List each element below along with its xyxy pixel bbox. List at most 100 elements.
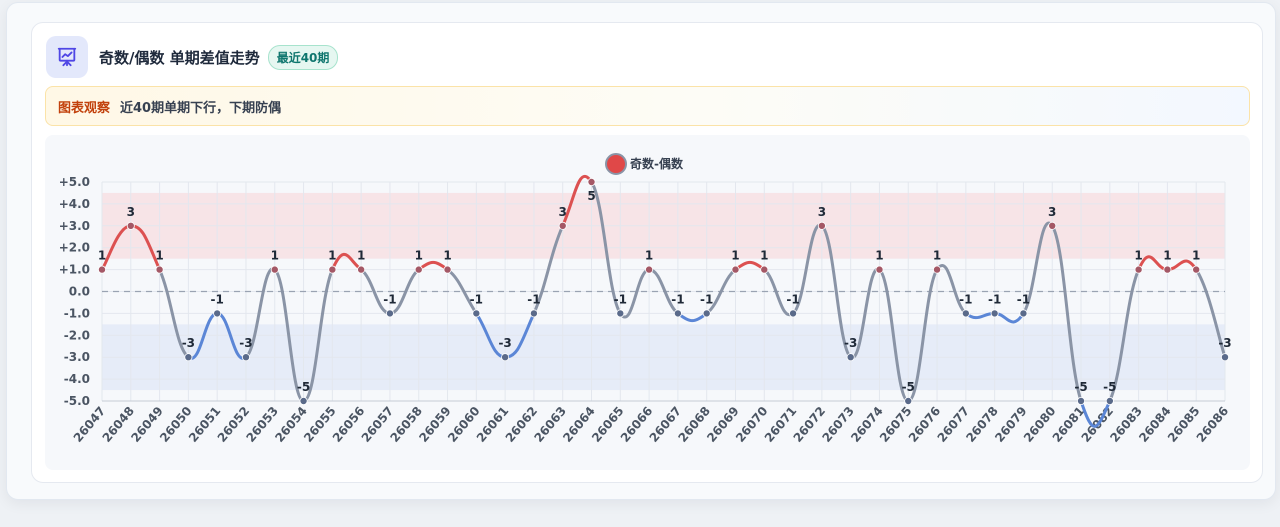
y-tick-label: -4.0 (64, 372, 90, 386)
series-line-segment (964, 311, 997, 320)
legend-swatch (605, 153, 627, 175)
data-label: 1 (155, 249, 163, 263)
data-point (990, 309, 999, 318)
data-label: -1 (988, 292, 1001, 306)
data-label: -3 (498, 336, 511, 350)
y-tick-label: +1.0 (59, 263, 90, 277)
legend-label: 奇数-偶数 (630, 156, 684, 171)
data-label: 5 (587, 189, 595, 203)
series-line-segment (1194, 268, 1227, 359)
y-tick-label: 0.0 (69, 285, 90, 299)
series-line-segment (417, 260, 450, 272)
data-point (1192, 265, 1201, 274)
data-point (673, 309, 682, 318)
data-point (817, 221, 826, 230)
data-point (1019, 309, 1028, 318)
card-header: 奇数/偶数 单期差值走势 最近40期 (46, 35, 339, 79)
y-tick-label: -3.0 (64, 350, 90, 364)
data-label: -3 (239, 336, 252, 350)
period-badge: 最近40期 (267, 44, 339, 70)
data-point (616, 309, 625, 318)
observation-banner: 图表观察 近40期单期下行，下期防偶 (45, 86, 1250, 126)
data-point (299, 396, 308, 405)
series-line-segment (1021, 221, 1054, 315)
data-label: 1 (645, 249, 653, 263)
data-label: 3 (127, 205, 135, 219)
data-label: 3 (559, 205, 567, 219)
data-label: 1 (1163, 249, 1171, 263)
data-point (357, 265, 366, 274)
data-point (1221, 353, 1230, 362)
data-point (1077, 396, 1086, 405)
data-point (1163, 265, 1172, 274)
data-point (961, 309, 970, 318)
trend-card: 奇数/偶数 单期差值走势 最近40期 图表观察 近40期单期下行，下期防偶 +5… (31, 22, 1263, 483)
data-point (933, 265, 942, 274)
data-label: 1 (443, 249, 451, 263)
data-point (875, 265, 884, 274)
data-point (904, 396, 913, 405)
series-line-segment (1108, 268, 1141, 403)
data-point (98, 265, 107, 274)
y-tick-label: +4.0 (59, 197, 90, 211)
data-point (760, 265, 769, 274)
series-line-segment (532, 224, 565, 315)
y-tick-label: +5.0 (59, 175, 90, 189)
data-point (385, 309, 394, 318)
observation-label: 图表观察 (58, 100, 111, 116)
page-container: 奇数/偶数 单期差值走势 最近40期 图表观察 近40期单期下行，下期防偶 +5… (6, 2, 1276, 500)
series-line-segment (302, 268, 334, 403)
data-label: -1 (470, 292, 483, 306)
data-label: -1 (527, 292, 540, 306)
series-line-segment (590, 180, 622, 315)
data-point (328, 265, 337, 274)
data-label: 1 (328, 249, 336, 263)
y-tick-label: -2.0 (64, 328, 90, 342)
data-label: -3 (182, 336, 195, 350)
data-point (1105, 396, 1114, 405)
data-point (501, 353, 510, 362)
data-point (645, 265, 654, 274)
data-label: -5 (1103, 380, 1116, 394)
series-line-segment (935, 264, 968, 315)
data-label: -1 (959, 292, 972, 306)
data-point (558, 221, 567, 230)
data-label: -3 (1218, 336, 1231, 350)
data-label: 1 (1134, 249, 1142, 263)
card-title: 奇数/偶数 单期差值走势 (99, 48, 260, 67)
y-tick-label: -5.0 (64, 394, 90, 408)
series-line-segment (1079, 399, 1112, 428)
data-label: 1 (357, 249, 365, 263)
series-line-segment (820, 224, 853, 359)
data-label: 1 (731, 249, 739, 263)
series-line-segment (330, 253, 363, 272)
data-label: -5 (1074, 380, 1087, 394)
data-point (213, 309, 222, 318)
y-tick-label: +3.0 (59, 219, 90, 233)
data-label: -5 (902, 380, 915, 394)
x-tick-label: 26086 (1194, 404, 1232, 445)
chart-panel: +5.0 +4.0 +3.0 +2.0 +1.0 0.0 -1.0 -2.0 -3.0 -4.0 -… (45, 135, 1250, 470)
data-label: -1 (671, 292, 684, 306)
data-point (184, 353, 193, 362)
y-tick-label: +2.0 (59, 241, 90, 255)
data-point (529, 309, 538, 318)
data-label: -1 (700, 292, 713, 306)
y-tick-label: -1.0 (64, 306, 90, 320)
data-label: 1 (760, 249, 768, 263)
data-point (1134, 265, 1143, 274)
data-point (587, 178, 596, 187)
series-line-segment (906, 268, 939, 403)
data-label: -3 (844, 336, 857, 350)
line-chart: +5.0 +4.0 +3.0 +2.0 +1.0 0.0 -1.0 -2.0 -3.0 -4.0 -… (59, 153, 1232, 445)
data-label: -1 (614, 292, 627, 306)
data-point (1048, 221, 1057, 230)
data-label: -1 (211, 292, 224, 306)
data-label: 1 (271, 249, 279, 263)
data-point (472, 309, 481, 318)
series-line-segment (733, 260, 766, 272)
series-line-segment (158, 268, 190, 359)
data-label: 1 (1192, 249, 1200, 263)
series-line-segment (993, 311, 1025, 324)
series-line-segment (1050, 224, 1083, 403)
